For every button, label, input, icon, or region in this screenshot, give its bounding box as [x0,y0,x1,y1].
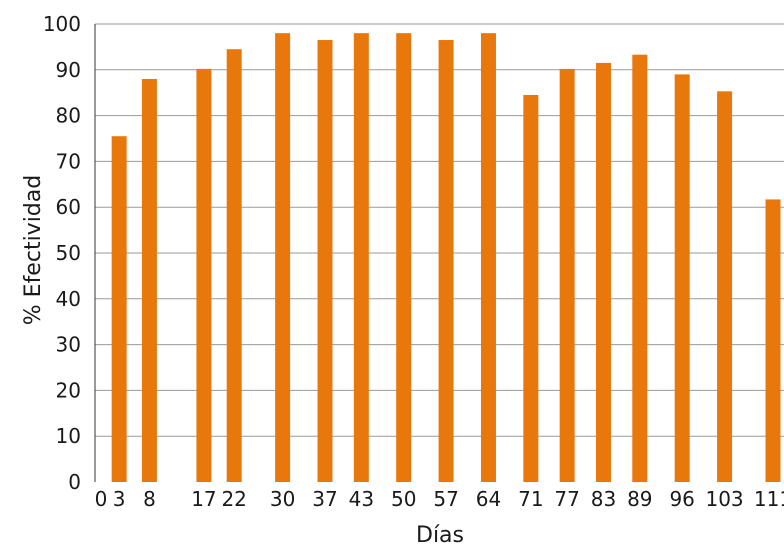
bar [523,94,539,483]
bar [396,33,412,482]
bar [674,74,690,482]
y-tick-label: 90 [56,58,81,82]
bar [196,68,212,482]
y-tick-label: 80 [56,104,81,128]
x-axis-title: Días [416,523,464,548]
x-tick-label: 71 [518,487,543,511]
bar [559,68,575,482]
y-tick-label: 50 [56,241,81,265]
x-tick-label: 89 [627,487,652,511]
x-tick-label: 0 [95,487,108,511]
x-tick-label: 64 [476,487,501,511]
x-tick-label: 8 [143,487,156,511]
bar [141,78,157,483]
y-tick-labels: 0 10 20 30 40 50 60 70 80 90 100 [43,12,81,494]
bar [353,33,369,482]
bar [226,49,242,482]
x-tick-label: 43 [349,487,374,511]
bar [438,40,454,482]
x-tick-label: 77 [554,487,579,511]
x-tick-label: 17 [191,487,216,511]
bar [632,54,648,482]
bar [595,62,611,483]
x-tick-label: 22 [221,487,246,511]
x-tick-label: 83 [591,487,616,511]
y-tick-label: 20 [56,378,81,402]
y-tick-label: 100 [43,12,81,36]
y-tick-label: 70 [56,149,81,173]
bars [111,33,781,483]
bar [111,136,127,482]
bar [765,199,781,482]
y-axis-title: % Efectividad [21,175,46,325]
x-tick-label: 30 [270,487,295,511]
bar [480,33,496,482]
bar [717,91,733,483]
y-tick-label: 0 [68,470,81,494]
bar [275,33,291,482]
x-tick-label: 103 [705,487,743,511]
x-tick-label: 96 [669,487,694,511]
x-tick-label: 3 [113,487,126,511]
x-tick-label: 111 [754,487,784,511]
bar [317,40,333,482]
y-tick-label: 40 [56,287,81,311]
x-tick-label: 37 [312,487,337,511]
x-tick-label: 50 [391,487,416,511]
x-tick-label: 57 [433,487,458,511]
y-tick-label: 30 [56,333,81,357]
y-tick-label: 10 [56,424,81,448]
y-tick-label: 60 [56,195,81,219]
